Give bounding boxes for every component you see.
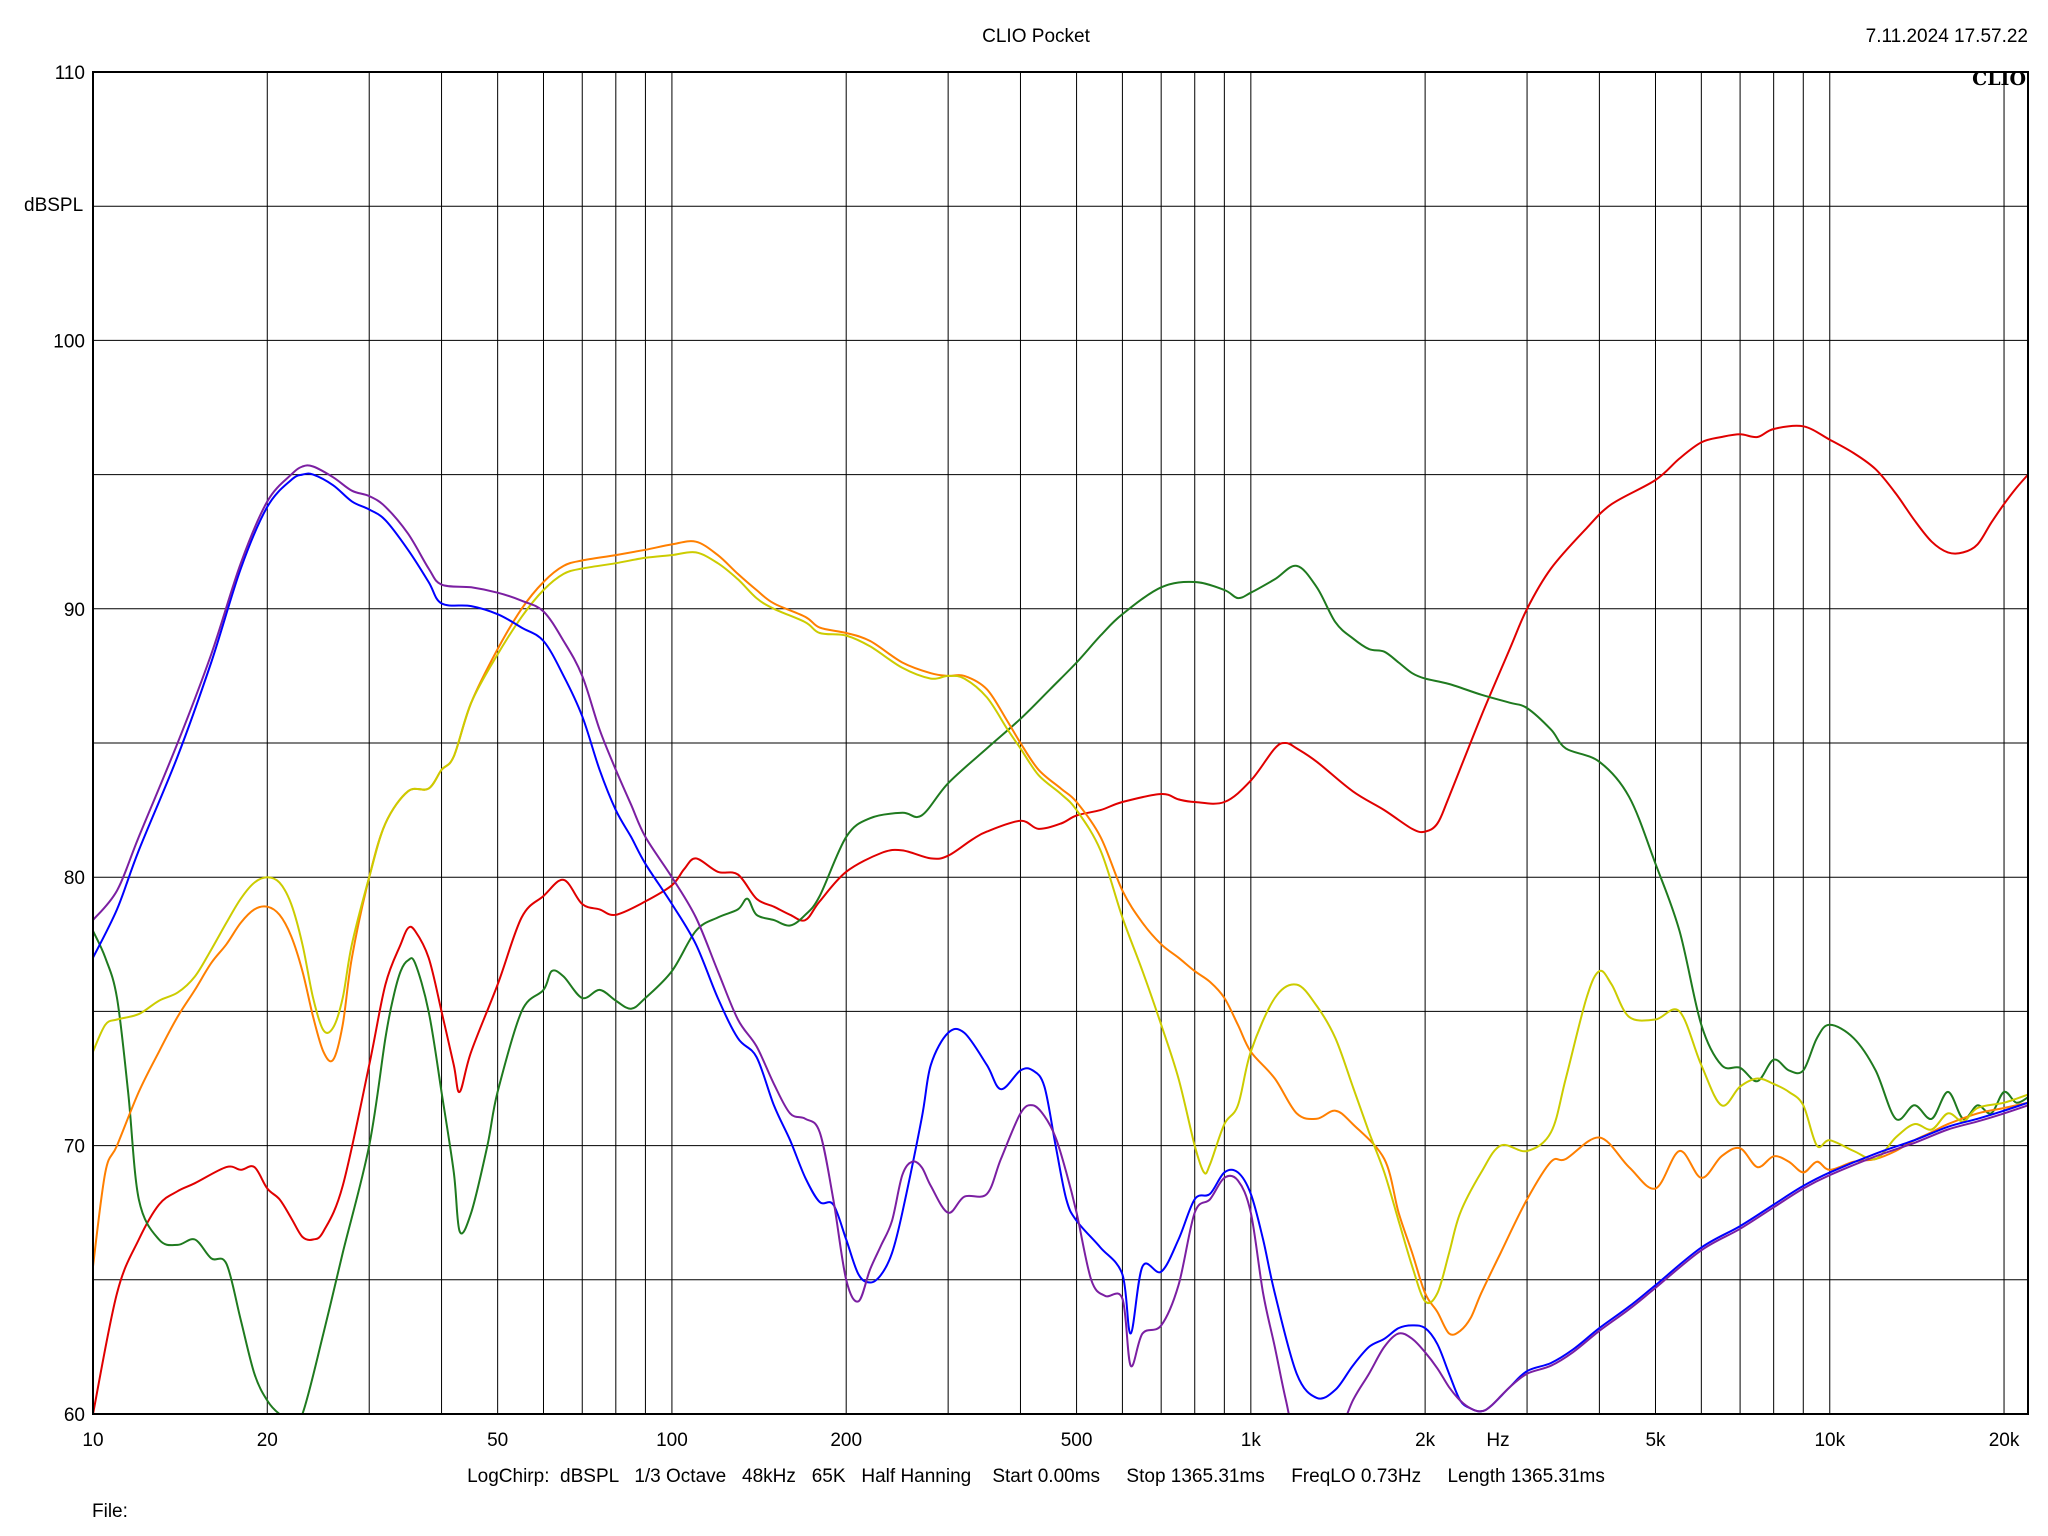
series-line-3 (93, 540, 2028, 1336)
y-tick-label: 90 (64, 600, 85, 621)
clio-logo: CLIO (1972, 68, 2026, 90)
y-axis-ticks: 60 70 80 90 100 110 (53, 63, 85, 1426)
x-tick-label: 10 (82, 1430, 103, 1451)
grid-lines (93, 72, 2028, 1414)
x-tick-label: 5k (1645, 1430, 1666, 1451)
x-tick-label: 10k (1814, 1430, 1845, 1451)
measurement-datetime: 7.11.2024 17.57.22 (1866, 26, 2028, 47)
chart-title: CLIO Pocket (982, 26, 1090, 47)
x-tick-label: 100 (656, 1430, 688, 1451)
series-line-2 (93, 564, 2028, 1414)
measurement-settings: LogChirp: dBSPL 1/3 Octave 48kHz 65K Hal… (467, 1466, 1605, 1487)
x-tick-label: 500 (1061, 1430, 1093, 1451)
series-line-1 (93, 424, 2028, 1414)
x-tick-label: 20 (257, 1430, 278, 1451)
x-axis-label: Hz (1486, 1430, 1509, 1451)
series-line-4 (93, 551, 2028, 1305)
y-tick-label: 110 (55, 63, 85, 84)
x-tick-label: 2k (1415, 1430, 1436, 1451)
plot-frame (92, 71, 2029, 1415)
x-tick-label: 1k (1241, 1430, 1262, 1451)
y-tick-label: 100 (53, 331, 85, 352)
x-tick-label: 20k (1989, 1430, 2020, 1451)
file-label: File: (92, 1501, 128, 1522)
curves (93, 424, 2028, 1414)
y-tick-label: 60 (64, 1405, 85, 1426)
x-axis-ticks: 10 20 50 100 200 500 1k 2k 5k 10k 20k (82, 1430, 2019, 1451)
series-line-6 (93, 464, 2028, 1414)
x-tick-label: 50 (487, 1430, 508, 1451)
y-axis-label: dBSPL (24, 195, 83, 216)
x-tick-label: 200 (830, 1430, 862, 1451)
y-tick-label: 80 (64, 868, 85, 889)
y-tick-label: 70 (64, 1137, 85, 1158)
